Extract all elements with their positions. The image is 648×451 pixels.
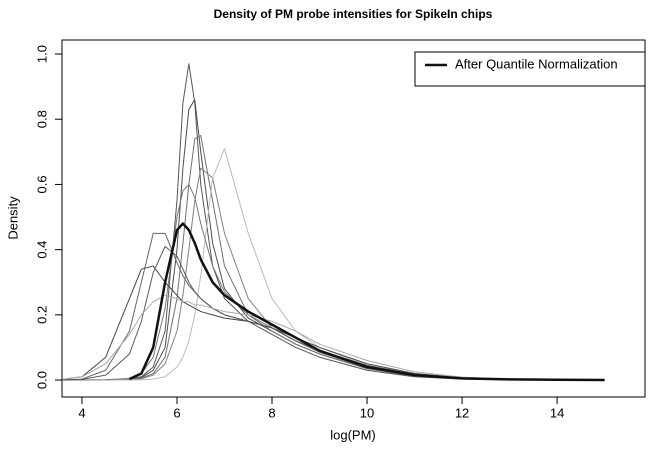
legend-label: After Quantile Normalization (455, 56, 618, 71)
y-tick-label: 0.2 (34, 306, 49, 324)
x-tick-label: 10 (360, 405, 374, 420)
y-tick-label: 0.0 (34, 371, 49, 389)
density-line (62, 183, 605, 381)
density-line (62, 245, 605, 381)
x-axis-label: log(PM) (330, 427, 376, 442)
x-tick-label: 6 (173, 405, 180, 420)
y-axis-label: Density (5, 196, 20, 240)
density-line (62, 148, 605, 381)
plot-frame (61, 39, 646, 398)
x-tick-label: 8 (268, 405, 275, 420)
x-tick-label: 14 (550, 405, 564, 420)
x-tick-label: 4 (78, 405, 85, 420)
x-tick-label: 12 (455, 405, 469, 420)
density-line (62, 135, 605, 381)
legend-box (414, 51, 646, 87)
density-line (62, 63, 605, 381)
density-line (62, 167, 605, 381)
chart-title: Density of PM probe intensities for Spik… (214, 7, 493, 21)
density-line (128, 222, 605, 382)
y-tick-label: 0.4 (34, 241, 49, 259)
density-line (62, 294, 605, 381)
density-line (62, 99, 605, 381)
y-tick-label: 0.6 (34, 175, 49, 193)
density-line (62, 265, 605, 381)
y-tick-label: 0.8 (34, 110, 49, 128)
y-tick-label: 1.0 (34, 45, 49, 63)
